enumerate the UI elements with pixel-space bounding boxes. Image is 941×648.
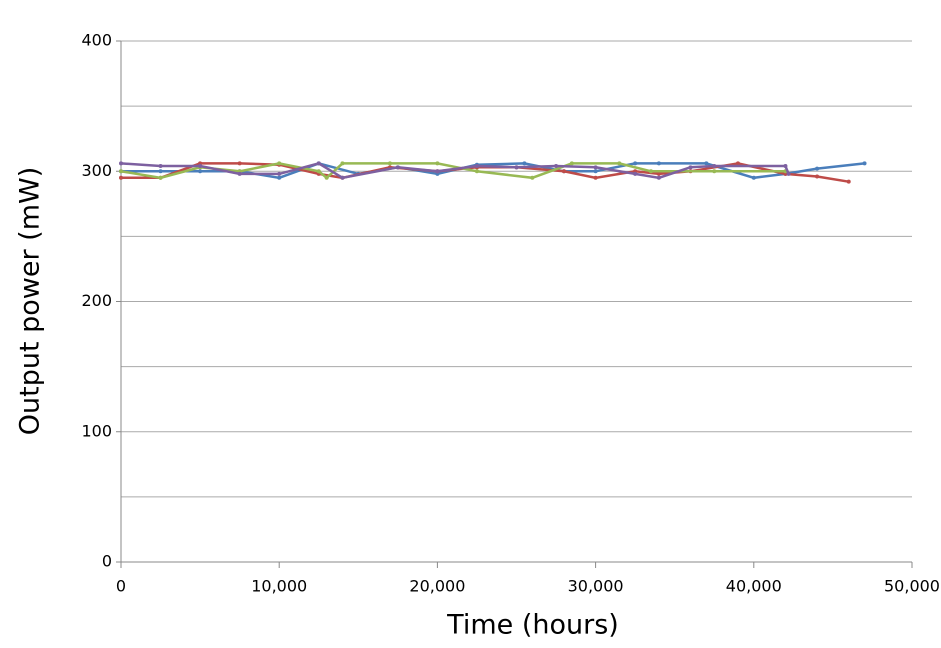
data-point — [593, 165, 598, 170]
data-point — [704, 161, 709, 166]
data-point — [158, 169, 163, 174]
data-point — [514, 165, 519, 170]
data-point — [712, 169, 717, 174]
data-point — [656, 161, 661, 166]
x-tick-label: 0 — [116, 577, 126, 596]
data-point — [783, 164, 788, 169]
data-point — [656, 171, 661, 176]
y-tick-label: 400 — [81, 31, 112, 50]
data-point — [237, 161, 242, 166]
data-point — [340, 175, 345, 180]
data-point — [158, 164, 163, 169]
data-point — [569, 161, 574, 166]
data-point — [561, 169, 566, 174]
x-tick-label: 20,000 — [409, 577, 465, 596]
data-point — [119, 161, 123, 166]
x-axis-title: Time (hours) — [446, 610, 619, 641]
data-point — [688, 165, 693, 170]
data-point — [277, 175, 282, 180]
data-point — [735, 161, 740, 166]
data-point — [119, 175, 123, 180]
data-point — [435, 169, 440, 174]
data-point — [751, 175, 756, 180]
data-point — [474, 164, 479, 169]
data-point — [340, 161, 345, 166]
y-tick-label: 0 — [102, 552, 112, 571]
x-tick-label: 10,000 — [251, 577, 307, 596]
data-point — [786, 171, 791, 176]
data-point — [656, 175, 661, 180]
data-point — [522, 161, 527, 166]
data-point — [633, 161, 638, 166]
data-point — [387, 161, 392, 166]
data-point — [617, 161, 622, 166]
data-point — [593, 175, 598, 180]
data-point — [593, 169, 598, 174]
y-tick-label: 100 — [81, 421, 112, 440]
data-point — [633, 171, 638, 176]
y-tick-label: 200 — [81, 291, 112, 310]
data-point — [648, 169, 653, 174]
data-point — [815, 166, 820, 171]
data-point — [119, 169, 123, 174]
data-point — [316, 161, 321, 166]
data-point — [395, 165, 400, 170]
series-line — [121, 162, 865, 180]
data-point — [846, 179, 851, 184]
data-point — [554, 164, 559, 169]
data-point — [158, 175, 163, 180]
data-point — [474, 169, 479, 174]
data-point — [277, 171, 282, 176]
x-tick-label: 40,000 — [726, 577, 782, 596]
data-point — [862, 161, 867, 166]
data-point — [277, 161, 282, 166]
data-point — [324, 175, 329, 180]
data-point — [198, 164, 203, 169]
data-point — [712, 164, 717, 169]
y-axis-title: Output power (mW) — [15, 167, 46, 435]
x-tick-label: 50,000 — [884, 577, 940, 596]
x-tick-label: 30,000 — [568, 577, 624, 596]
data-point — [435, 161, 440, 166]
y-tick-label: 300 — [81, 161, 112, 180]
data-point — [316, 169, 321, 174]
data-point — [198, 169, 203, 174]
data-point — [530, 175, 535, 180]
data-point — [815, 174, 820, 179]
data-point — [237, 171, 242, 176]
